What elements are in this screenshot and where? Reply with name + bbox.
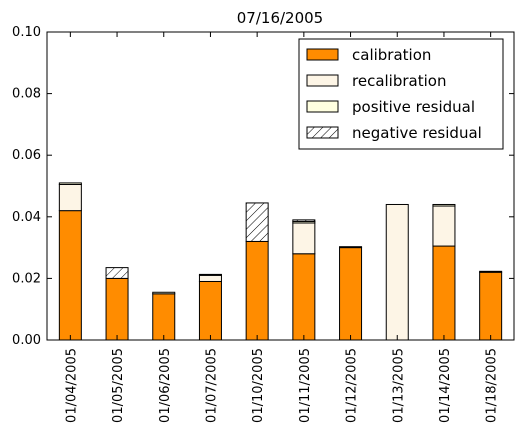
bar-1-6 [292, 253, 316, 341]
x-tick-label-4: 01/07/2005 [204, 348, 219, 423]
y-tick-label-4: 0.06 [12, 148, 41, 163]
x-tick-label-2: 01/05/2005 [111, 348, 126, 423]
bar-4-6 [292, 219, 316, 222]
y-tick-label-6: 0.10 [12, 25, 41, 40]
x-tick-label-7: 01/12/2005 [345, 348, 360, 423]
bar-3-10 [479, 270, 503, 273]
bar-3-3 [152, 291, 176, 295]
axes-group: 0.00 0.02 0.04 0.06 0.08 0.10 01/04/2005 01/05/… [12, 25, 515, 423]
bar-1-4 [198, 280, 222, 341]
y-tick-label-2: 0.02 [12, 271, 41, 286]
legend-label-4: negative residual [352, 124, 482, 142]
bar-2-9 [432, 205, 456, 247]
plot-frame [46, 31, 515, 341]
bar-1-5 [245, 240, 269, 341]
y-tick-label-5: 0.08 [12, 87, 41, 102]
bar-1-9 [432, 245, 456, 341]
chart-title: 07/16/2005 [237, 9, 323, 27]
legend: calibration recalibration positive residua… [298, 38, 504, 150]
bar-3-9 [432, 203, 456, 207]
bar-1-10 [479, 271, 503, 341]
bar-3-1 [58, 182, 82, 185]
bars-group [58, 182, 503, 341]
bar-3-7 [339, 246, 363, 249]
x-tick-label-9: 01/14/2005 [438, 348, 453, 423]
legend-swatch-3 [306, 100, 339, 113]
bar-2-4 [198, 274, 222, 282]
x-tick-label-3: 01/06/2005 [158, 348, 173, 423]
legend-label-1: calibration [352, 46, 431, 64]
bar-1-3 [152, 293, 176, 341]
x-tick-label-1: 01/04/2005 [64, 348, 79, 423]
x-tick-label-8: 01/13/2005 [391, 348, 406, 423]
legend-swatch-2 [306, 74, 339, 87]
bar-4-5 [245, 202, 269, 242]
bar-2-8 [385, 203, 409, 341]
x-tick-label-6: 01/11/2005 [298, 348, 313, 423]
bar-2-1 [58, 183, 82, 212]
x-tick-label-10: 01/18/2005 [485, 348, 500, 423]
y-tick-label-3: 0.04 [12, 210, 41, 225]
legend-swatch-4 [306, 126, 339, 139]
bar-1-1 [58, 210, 82, 341]
bar-1-7 [339, 247, 363, 341]
legend-label-2: recalibration [352, 72, 446, 90]
legend-label-3: positive residual [352, 98, 475, 116]
bar-4-2 [105, 267, 129, 279]
legend-swatch-1 [306, 48, 339, 61]
bar-2-6 [292, 222, 316, 255]
y-tick-label-1: 0.00 [12, 333, 41, 348]
bar-1-2 [105, 277, 129, 341]
bar-3-4 [198, 273, 222, 276]
x-tick-label-5: 01/10/2005 [251, 348, 266, 423]
